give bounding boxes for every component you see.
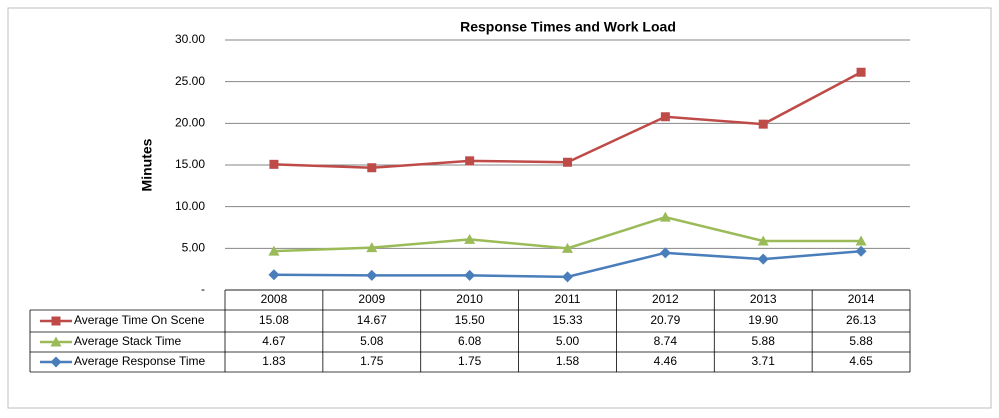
- chart-frame: [7, 7, 992, 409]
- table-value: 1.75: [458, 354, 482, 368]
- marker: [367, 163, 377, 173]
- marker: [757, 235, 769, 246]
- chart-title: Response Times and Work Load: [460, 19, 676, 35]
- table-value: 1.83: [262, 354, 286, 368]
- marker: [562, 271, 573, 283]
- marker: [855, 245, 867, 257]
- table-value: 8.74: [654, 334, 678, 348]
- table-value: 1.75: [360, 354, 384, 368]
- y-tick-label: 15.00: [175, 157, 205, 171]
- x-tick-label: 2012: [652, 292, 679, 306]
- marker: [465, 156, 475, 166]
- marker: [856, 67, 866, 77]
- table-value: 6.08: [458, 334, 482, 348]
- table-value: 5.88: [752, 334, 776, 348]
- marker: [366, 269, 378, 281]
- marker: [757, 253, 769, 265]
- table-value: 14.67: [357, 313, 387, 327]
- x-tick-label: 2014: [848, 292, 875, 306]
- y-tick-label: -: [201, 282, 205, 296]
- marker: [659, 211, 671, 222]
- y-tick-label: 25.00: [175, 74, 205, 88]
- table-value: 1.58: [556, 354, 580, 368]
- legend-label: Average Stack Time: [74, 334, 181, 348]
- x-tick-label: 2011: [555, 292, 581, 306]
- table-value: 15.08: [259, 313, 289, 327]
- table-value: 19.90: [748, 313, 778, 327]
- table-value: 5.00: [556, 334, 580, 348]
- table-value: 15.50: [455, 313, 485, 327]
- marker: [268, 269, 280, 281]
- marker: [563, 157, 572, 167]
- marker: [758, 119, 768, 129]
- marker: [562, 242, 573, 253]
- marker: [50, 336, 62, 347]
- table-value: 4.67: [262, 334, 286, 348]
- x-tick-label: 2010: [456, 292, 483, 306]
- table-value: 3.71: [752, 354, 776, 368]
- table-value: 20.79: [650, 313, 680, 327]
- legend-label: Average Response Time: [74, 354, 206, 368]
- marker: [51, 316, 61, 326]
- marker: [268, 245, 280, 256]
- marker: [50, 356, 62, 368]
- table-value: 26.13: [846, 313, 876, 327]
- marker: [464, 233, 476, 244]
- marker: [269, 159, 279, 169]
- table-value: 5.88: [849, 334, 873, 348]
- marker: [660, 112, 670, 122]
- x-tick-label: 2013: [750, 292, 777, 306]
- y-tick-label: 5.00: [182, 241, 206, 255]
- table-value: 15.33: [552, 313, 582, 327]
- table-value: 4.46: [654, 354, 678, 368]
- y-tick-label: 20.00: [175, 116, 205, 130]
- marker: [464, 269, 476, 281]
- x-tick-label: 2008: [261, 292, 288, 306]
- marker: [659, 247, 671, 259]
- table-value: 5.08: [360, 334, 384, 348]
- table-value: 4.65: [849, 354, 873, 368]
- x-tick-label: 2009: [358, 292, 385, 306]
- y-tick-label: 10.00: [175, 199, 205, 213]
- marker: [855, 235, 867, 246]
- legend-label: Average Time On Scene: [74, 313, 205, 327]
- y-axis-label: Minutes: [139, 138, 155, 191]
- marker: [366, 242, 378, 253]
- y-tick-label: 30.00: [175, 32, 205, 46]
